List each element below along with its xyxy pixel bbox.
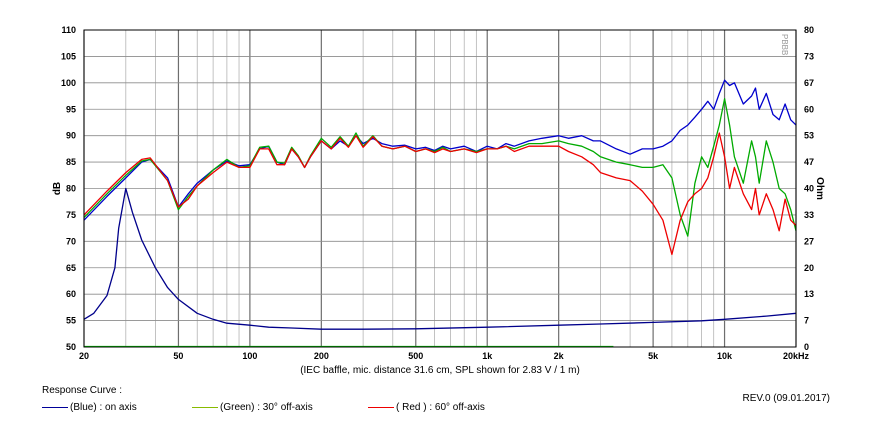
chart-caption: (IEC baffle, mic. distance 31.6 cm, SPL … xyxy=(300,365,580,376)
legend-title: Response Curve : xyxy=(42,385,123,396)
x-tick-label: 500 xyxy=(408,351,423,361)
series-line-2 xyxy=(83,132,797,256)
legend-swatch-blue xyxy=(42,406,68,408)
left-y-tick-label: 65 xyxy=(66,263,76,273)
x-tick-label: 50 xyxy=(173,351,183,361)
x-tick-labels: 20 50 100 200 500 1k 2k 5k 10k 20kHz xyxy=(79,351,810,361)
chart-series xyxy=(83,79,797,348)
x-tick-label: 200 xyxy=(314,351,329,361)
watermark: PBBB xyxy=(780,34,789,55)
series-line-3 xyxy=(83,187,797,330)
right-y-tick-label: 13 xyxy=(804,289,814,299)
right-y-tick-label: 53 xyxy=(804,131,814,141)
revision-label: REV.0 (09.01.2017) xyxy=(742,393,830,404)
left-y-tick-label: 110 xyxy=(61,25,76,35)
left-y-tick-labels: 50 55 60 65 70 75 80 85 90 95 100 105 110 xyxy=(61,25,76,352)
left-y-tick-label: 100 xyxy=(61,78,76,88)
left-y-tick-label: 85 xyxy=(66,157,76,167)
plot-frame xyxy=(83,29,797,348)
chart-grid xyxy=(83,29,797,348)
x-tick-label: 20kHz xyxy=(783,351,810,361)
x-tick-label: 1k xyxy=(482,351,493,361)
right-y-tick-label: 27 xyxy=(804,236,814,246)
legend-label-red: ( Red ) : 60° off-axis xyxy=(396,402,485,413)
right-axis-label: Ohm xyxy=(814,177,825,200)
x-tick-label: 20 xyxy=(79,351,89,361)
legend-swatch-green xyxy=(192,406,218,408)
right-y-tick-label: 0 xyxy=(804,342,809,352)
legend-swatch-red xyxy=(368,406,394,408)
right-y-tick-label: 20 xyxy=(804,263,814,273)
legend-item-red: ( Red ) : 60° off-axis xyxy=(368,402,485,413)
series-line-1 xyxy=(83,98,797,237)
legend-label-green: (Green) : 30° off-axis xyxy=(220,402,313,413)
right-y-tick-label: 67 xyxy=(804,78,814,88)
left-y-tick-label: 95 xyxy=(66,104,76,114)
left-y-tick-label: 70 xyxy=(66,236,76,246)
left-y-tick-label: 105 xyxy=(61,51,76,61)
left-y-tick-label: 55 xyxy=(66,316,76,326)
left-y-tick-label: 50 xyxy=(66,342,76,352)
left-y-tick-label: 90 xyxy=(66,131,76,141)
right-y-tick-label: 33 xyxy=(804,210,814,220)
right-y-tick-label: 7 xyxy=(804,316,809,326)
right-y-tick-label: 73 xyxy=(804,51,814,61)
right-y-tick-label: 47 xyxy=(804,157,814,167)
legend-item-green: (Green) : 30° off-axis xyxy=(192,402,313,413)
left-axis-label: dB xyxy=(52,182,63,195)
left-y-tick-label: 80 xyxy=(66,184,76,194)
x-tick-label: 10k xyxy=(717,351,733,361)
x-tick-label: 2k xyxy=(554,351,565,361)
legend-item-blue: (Blue) : on axis xyxy=(42,402,137,413)
right-y-tick-label: 60 xyxy=(804,104,814,114)
x-tick-label: 100 xyxy=(242,351,257,361)
left-y-tick-label: 75 xyxy=(66,210,76,220)
right-y-tick-label: 40 xyxy=(804,184,814,194)
right-y-tick-labels: 0 7 13 20 27 33 40 47 53 60 67 73 80 xyxy=(804,25,814,352)
right-y-tick-label: 80 xyxy=(804,25,814,35)
legend-label-blue: (Blue) : on axis xyxy=(70,402,137,413)
x-tick-label: 5k xyxy=(648,351,659,361)
left-y-tick-label: 60 xyxy=(66,289,76,299)
